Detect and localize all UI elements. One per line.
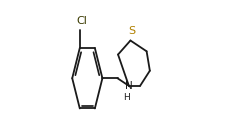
Text: Cl: Cl: [76, 16, 87, 26]
Text: H: H: [123, 93, 130, 102]
Text: S: S: [128, 26, 135, 36]
Text: N: N: [125, 81, 133, 91]
